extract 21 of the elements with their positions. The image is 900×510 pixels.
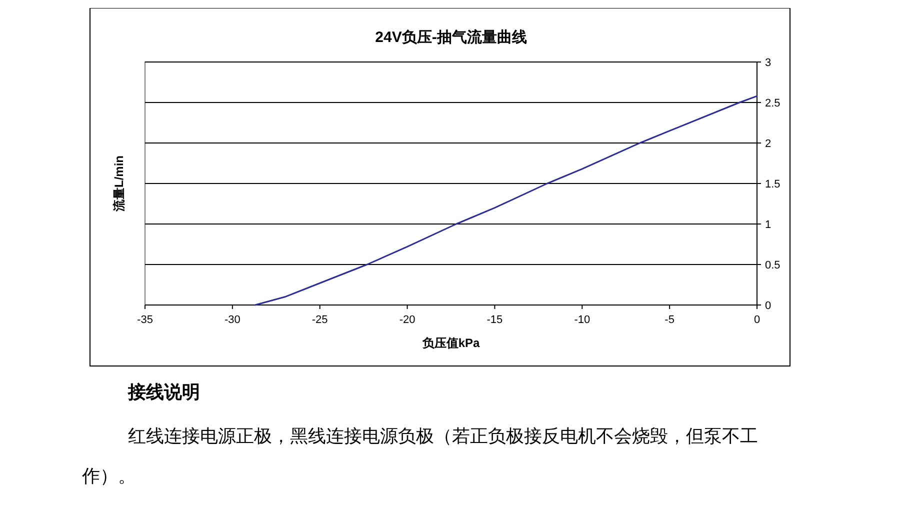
x-tick-label: -25	[312, 314, 328, 326]
x-tick-label: -35	[137, 314, 153, 326]
y-tick-label: 1	[765, 219, 772, 231]
y-axis-title: 流量L/min	[112, 156, 126, 212]
text: 接线说明	[128, 381, 201, 404]
y-tick-label: 1.5	[765, 178, 780, 190]
x-tick-label: -15	[486, 314, 503, 326]
x-tick-label: -30	[224, 314, 240, 326]
x-tick-label: -5	[664, 314, 674, 326]
y-tick-label: 0	[765, 300, 772, 312]
y-tick-label: 2.5	[765, 98, 780, 110]
y-tick-label: 3	[765, 57, 772, 69]
text: 红线连接电源正极，黑线连接电源负极（若正负极接反电机不会烧毁，但泵不工作）。	[82, 425, 759, 488]
line-series	[254, 95, 758, 306]
y-tick-label: 2	[765, 138, 772, 150]
x-tick-label: -10	[574, 314, 590, 326]
y-tick-label: 0.5	[765, 260, 780, 272]
chart-title: 24V负压-抽气流量曲线	[375, 28, 527, 46]
x-tick-label: 0	[754, 314, 760, 326]
x-axis-title: 负压值kPa	[421, 336, 480, 350]
x-tick-label: -20	[399, 314, 416, 326]
